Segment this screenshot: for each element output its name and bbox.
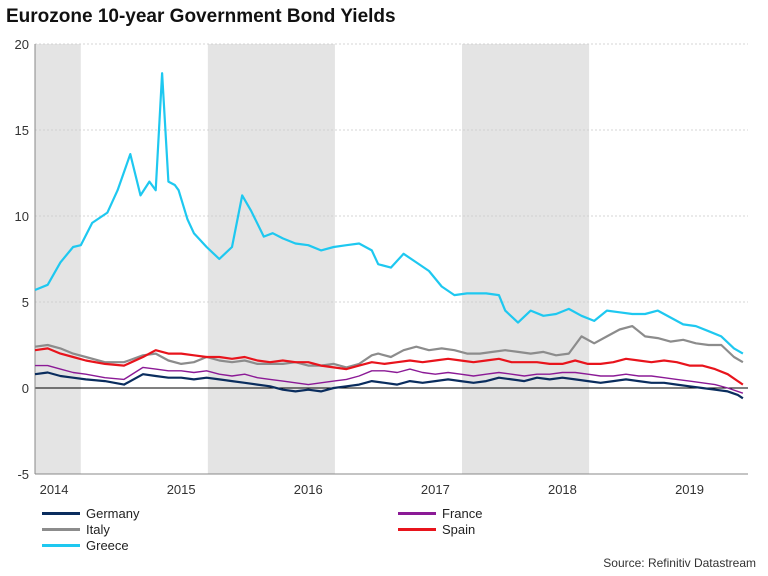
- series-line-greece: [34, 72, 744, 355]
- series-line-italy: [34, 325, 744, 369]
- x-tick-label: 2014: [40, 482, 69, 497]
- y-tick-label: 10: [15, 209, 29, 224]
- y-tick-label: 15: [15, 123, 29, 138]
- shaded-band-0: [35, 44, 81, 474]
- series-line-france: [35, 364, 744, 394]
- x-tick-label: 2016: [294, 482, 323, 497]
- x-tick-label: 2019: [675, 482, 704, 497]
- series-line-spain: [34, 347, 744, 386]
- x-tick-label: 2017: [421, 482, 450, 497]
- source-note: Source: Refinitiv Datastream: [603, 556, 756, 570]
- shaded-band-2: [462, 44, 590, 474]
- y-tick-label: 20: [15, 37, 29, 52]
- y-tick-label: -5: [17, 467, 29, 482]
- x-tick-label: 2015: [167, 482, 196, 497]
- chart-title: Eurozone 10-year Government Bond Yields: [6, 6, 396, 27]
- x-tick-label: 2018: [548, 482, 577, 497]
- shaded-band-1: [207, 44, 335, 474]
- series-line-germany: [34, 371, 744, 400]
- y-tick-label: 0: [22, 381, 29, 396]
- y-tick-label: 5: [22, 295, 29, 310]
